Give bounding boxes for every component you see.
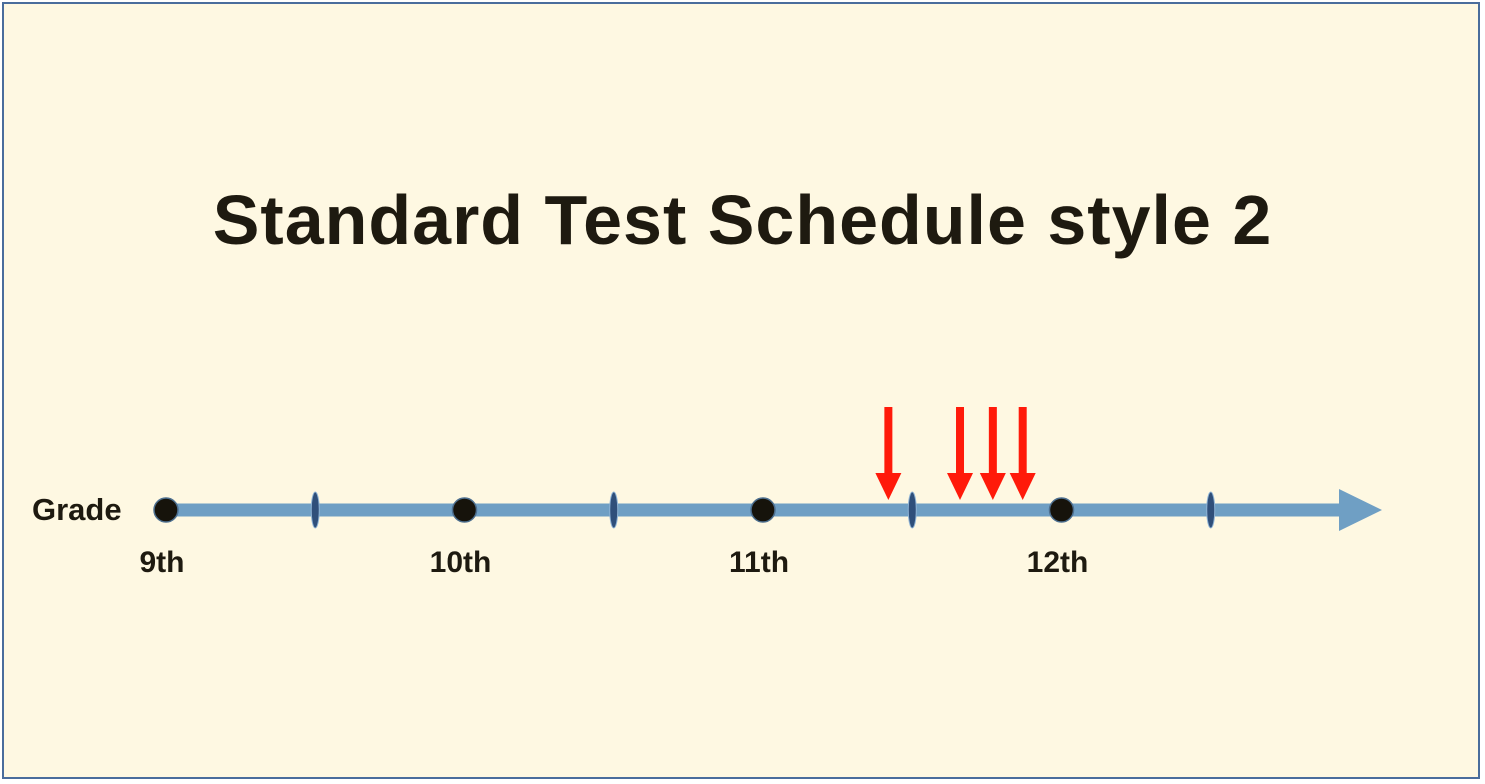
- timeline-ticks: [310, 491, 1216, 529]
- test-marker-head: [979, 473, 1006, 500]
- timeline-tick: [310, 491, 320, 529]
- grade-point-9th: [153, 497, 179, 523]
- test-marker-shaft: [988, 407, 997, 473]
- test-marker-shaft: [884, 407, 893, 473]
- grade-points: [153, 497, 1075, 523]
- test-marker-arrow: [947, 407, 974, 500]
- grade-labels: 9th 10th 11th 12th: [140, 546, 1089, 579]
- timeline-tick: [907, 491, 917, 529]
- test-marker-head: [875, 473, 902, 500]
- test-marker-shaft: [956, 407, 965, 473]
- grade-point-11th: [750, 497, 776, 523]
- grade-label-10th: 10th: [430, 546, 492, 579]
- timeline-tick: [609, 491, 619, 529]
- grade-label-12th: 12th: [1027, 546, 1089, 579]
- test-marker-head: [1009, 473, 1036, 500]
- axis-label-grade: Grade: [32, 492, 122, 527]
- slide-title: Standard Test Schedule style 2: [212, 181, 1273, 259]
- timeline-arrowhead: [1339, 489, 1382, 531]
- grade-label-11th: 11th: [729, 546, 789, 579]
- test-markers: [875, 407, 1036, 500]
- test-marker-arrow: [1009, 407, 1036, 500]
- timeline-tick: [1206, 491, 1216, 529]
- grade-point-12th: [1048, 497, 1075, 523]
- grade-label-9th: 9th: [140, 546, 185, 579]
- test-marker-arrow: [979, 407, 1006, 500]
- test-marker-head: [947, 473, 974, 500]
- test-marker-arrow: [875, 407, 902, 500]
- test-marker-shaft: [1018, 407, 1027, 473]
- grade-point-10th: [451, 497, 478, 523]
